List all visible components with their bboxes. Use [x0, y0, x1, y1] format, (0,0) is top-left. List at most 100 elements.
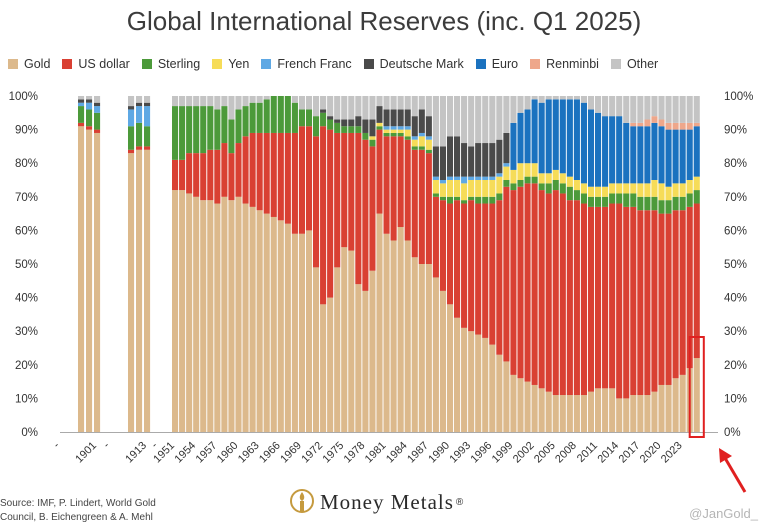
bar-segment-gold — [397, 227, 404, 432]
bar-segment-other — [475, 96, 482, 144]
x-tick-label: 2011 — [575, 440, 600, 465]
legend-label: Yen — [228, 57, 250, 71]
bar-segment-deutsche-mark — [376, 106, 383, 123]
bar-segment-deutsche-mark — [411, 116, 418, 137]
bar-segment-other — [369, 96, 376, 120]
bar-segment-sterling — [221, 106, 228, 144]
y-tick-label-left: 20% — [15, 360, 38, 372]
bar-segment-deutsche-mark — [425, 116, 432, 137]
bar-segment-sterling — [256, 102, 263, 133]
y-tick-label-left: 30% — [15, 326, 38, 338]
bar-segment-sterling — [313, 116, 320, 137]
bar-segment-yen — [531, 163, 538, 177]
bar-segment-sterling — [461, 200, 468, 204]
bar-segment-sterling — [503, 180, 510, 187]
bar-segment-gold — [228, 200, 235, 432]
bar-segment-gold — [313, 267, 320, 432]
bar-segment-sterling — [439, 196, 446, 201]
bar-segment-us-dollar — [277, 132, 284, 221]
bar-segment-us-dollar — [390, 136, 397, 241]
bar-segment-yen — [376, 122, 383, 127]
bar-segment-us-dollar — [376, 129, 383, 214]
bar-segment-euro — [644, 126, 651, 184]
bar-segment-yen — [454, 180, 461, 197]
y-tick-label-left: 40% — [15, 293, 38, 305]
bar-segment-other — [348, 96, 355, 120]
bar-segment-other — [658, 96, 665, 120]
bar-segment-sterling — [489, 196, 496, 204]
bar-segment-sterling — [686, 193, 693, 207]
y-tick-label-right: 10% — [724, 393, 747, 405]
bar-segment-gold — [186, 193, 193, 432]
bar-segment-deutsche-mark — [461, 143, 468, 177]
bar-segment-other — [334, 96, 341, 120]
bar-segment-us-dollar — [545, 193, 552, 392]
bar-segment-gold — [672, 378, 679, 432]
bar-segment-gold — [172, 190, 179, 432]
bar-segment-yen — [383, 129, 390, 133]
bar-segment-sterling — [496, 193, 503, 201]
bar-segment-yen — [672, 183, 679, 197]
bar-segment-sterling — [637, 196, 644, 211]
bar-segment-sterling — [362, 132, 369, 140]
y-tick-label-left: 90% — [15, 125, 38, 137]
y-tick-label-right: 0% — [724, 427, 741, 439]
bar-segment-deutsche-mark — [320, 109, 327, 113]
bar-segment-gold — [538, 388, 545, 432]
bar-segment-french-franc — [482, 176, 489, 180]
bar-segment-us-dollar — [193, 153, 200, 197]
bar-segment-sterling — [249, 102, 256, 133]
bar-segment-sterling — [144, 126, 151, 147]
bar-segment-euro — [602, 116, 609, 187]
y-tick-label-right: 70% — [724, 192, 747, 204]
bar-segment-yen — [623, 183, 630, 194]
bar-segment-other — [587, 96, 595, 110]
bar-segment-yen — [587, 186, 595, 197]
x-tick-label: 1993 — [447, 440, 473, 466]
bar-segment-other — [644, 96, 651, 120]
bar-segment-other — [242, 96, 249, 107]
x-tick-label: 1984 — [384, 440, 410, 466]
bar-segment-us-dollar — [439, 200, 446, 291]
bar-segment-sterling — [609, 193, 616, 204]
bar-segment-deutsche-mark — [503, 132, 510, 164]
bar-segment-us-dollar — [128, 149, 135, 154]
bar-segment-other — [503, 96, 510, 133]
bar-segment-other — [496, 96, 503, 140]
bar-segment-sterling — [693, 190, 700, 204]
bar-segment-gold — [277, 220, 284, 432]
x-tick-label: 1954 — [172, 440, 198, 466]
bar-segment-other — [418, 96, 425, 110]
x-tick-label: 1913 — [123, 440, 149, 466]
bar-segment-us-dollar — [538, 190, 545, 389]
bar-segment-sterling — [214, 109, 221, 150]
bar-segment-us-dollar — [616, 203, 623, 399]
bar-segment-yen — [489, 180, 496, 197]
bar-segment-sterling — [510, 183, 517, 191]
bar-segment-us-dollar — [552, 190, 559, 396]
bar-segment-sterling — [263, 99, 270, 133]
bar-segment-us-dollar — [369, 146, 376, 271]
bar-segment-other — [616, 96, 623, 117]
bar-segment-french-franc — [496, 173, 503, 177]
bar-segment-other — [609, 96, 616, 117]
bar-segment-other — [573, 96, 580, 100]
legend-label: French Franc — [277, 57, 352, 71]
x-tick-label: 1999 — [490, 440, 516, 466]
bar-segment-gold — [658, 384, 665, 432]
bar-segment-yen — [665, 186, 672, 201]
bar-segment-gold — [475, 334, 482, 432]
bar-segment-sterling — [595, 196, 602, 207]
x-tick-label: 2002 — [511, 440, 537, 466]
bar-segment-us-dollar — [404, 139, 411, 241]
bar-segment-gold — [651, 391, 658, 432]
y-tick-label-right: 30% — [724, 326, 747, 338]
bar-segment-other — [637, 96, 644, 123]
x-tick-label: 2005 — [532, 440, 558, 466]
bar-segment-gold — [355, 284, 362, 432]
bar-segment-euro — [609, 116, 616, 184]
bar-segment-us-dollar — [623, 206, 630, 399]
bar-segment-other — [235, 96, 242, 110]
bar-segment-deutsche-mark — [475, 143, 482, 177]
bar-segment-other — [355, 96, 362, 117]
